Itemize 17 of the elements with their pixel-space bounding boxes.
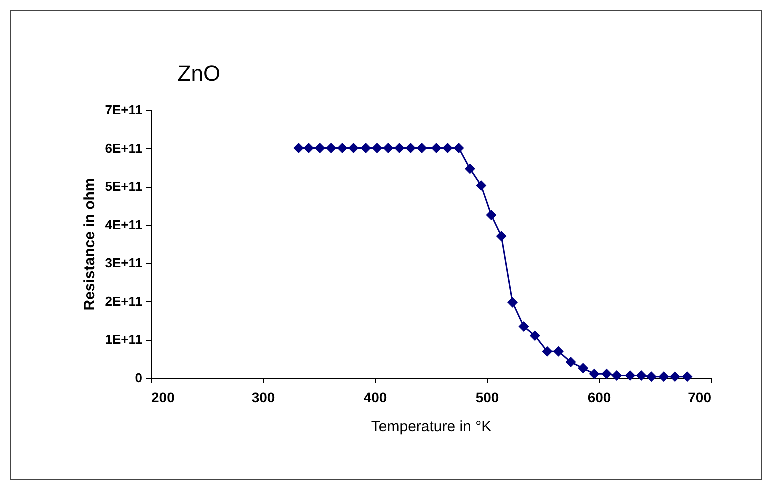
x-axis-title: Temperature in °K (371, 418, 492, 436)
y-tick-label: 4E+11 (105, 217, 142, 232)
x-tick-label: 400 (364, 390, 388, 406)
y-tick-label: 3E+11 (105, 256, 142, 271)
y-axis-title: Resistance in ohm (81, 178, 98, 311)
y-tick-label: 1E+11 (105, 332, 142, 348)
chart-title: ZnO (178, 61, 221, 86)
y-tick-label: 5E+11 (105, 179, 142, 194)
y-tick-label: 2E+11 (105, 294, 142, 309)
y-tick-label: 6E+11 (105, 140, 142, 156)
y-tick-label: 0 (135, 370, 142, 386)
y-tick-label: 7E+11 (105, 102, 142, 118)
x-tick-label: 300 (252, 390, 276, 406)
x-tick-label: 500 (476, 390, 500, 406)
x-tick-label: 200 (152, 390, 176, 406)
x-tick-label: 700 (688, 390, 712, 406)
x-tick-label: 600 (588, 390, 612, 406)
